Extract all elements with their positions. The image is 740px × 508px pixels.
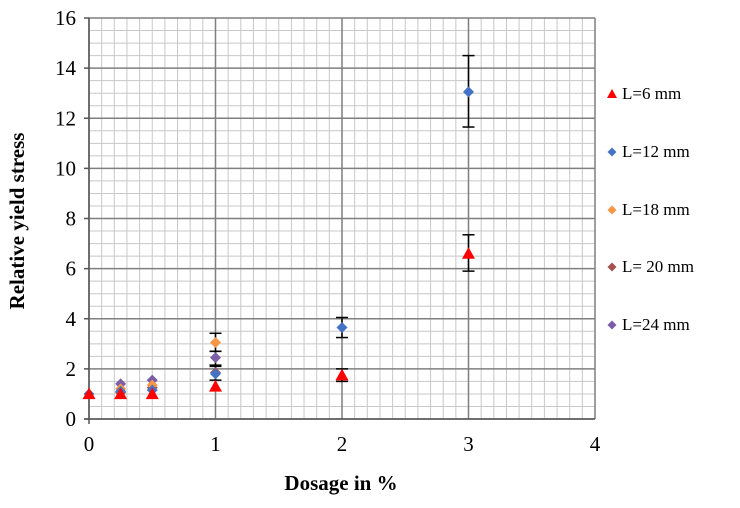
- x-tick-label: 0: [84, 432, 95, 456]
- data-point: [336, 322, 348, 334]
- x-tick-label: 2: [337, 432, 348, 456]
- data-point: [462, 247, 475, 259]
- x-tick-label: 4: [590, 432, 601, 456]
- legend-label: L=24 mm: [622, 315, 690, 334]
- data-point: [463, 86, 474, 98]
- legend-marker: [607, 89, 617, 98]
- y-tick-label: 0: [66, 407, 77, 431]
- x-tick-label: 3: [463, 432, 474, 456]
- y-tick-label: 10: [55, 156, 76, 180]
- gridlines: [88, 17, 596, 420]
- data-point: [209, 379, 222, 392]
- legend-label: L=18 mm: [622, 200, 690, 219]
- data-point: [145, 387, 159, 400]
- data-point: [210, 368, 221, 380]
- legend-marker: [607, 147, 617, 157]
- x-tick-label: 1: [210, 432, 221, 456]
- legend-label: L= 20 mm: [622, 257, 694, 276]
- y-tick-label: 2: [66, 357, 77, 381]
- y-tick-label: 14: [55, 56, 77, 80]
- y-tick-label: 4: [66, 307, 77, 331]
- data-markers: [82, 86, 475, 400]
- y-tick-label: 16: [55, 6, 76, 30]
- y-axis-title: Relative yield stress: [5, 133, 29, 310]
- data-point: [335, 368, 349, 381]
- data-point: [210, 337, 221, 349]
- data-point: [210, 352, 221, 364]
- y-tick-label: 12: [55, 106, 76, 130]
- legend-marker: [607, 262, 617, 272]
- data-point: [82, 387, 96, 400]
- y-tick-label: 8: [66, 207, 77, 231]
- data-point: [114, 387, 128, 400]
- x-axis-title: Dosage in %: [284, 471, 397, 495]
- legend-marker: [607, 205, 617, 215]
- legend-marker: [607, 320, 617, 330]
- y-tick-label: 6: [66, 257, 77, 281]
- axes: [84, 17, 595, 424]
- legend-label: L=6 mm: [622, 84, 681, 103]
- legend-label: L=12 mm: [622, 142, 690, 161]
- legend: L=6 mm L=12 mm L=18 mm L= 20 mm L=24 mm: [607, 84, 694, 334]
